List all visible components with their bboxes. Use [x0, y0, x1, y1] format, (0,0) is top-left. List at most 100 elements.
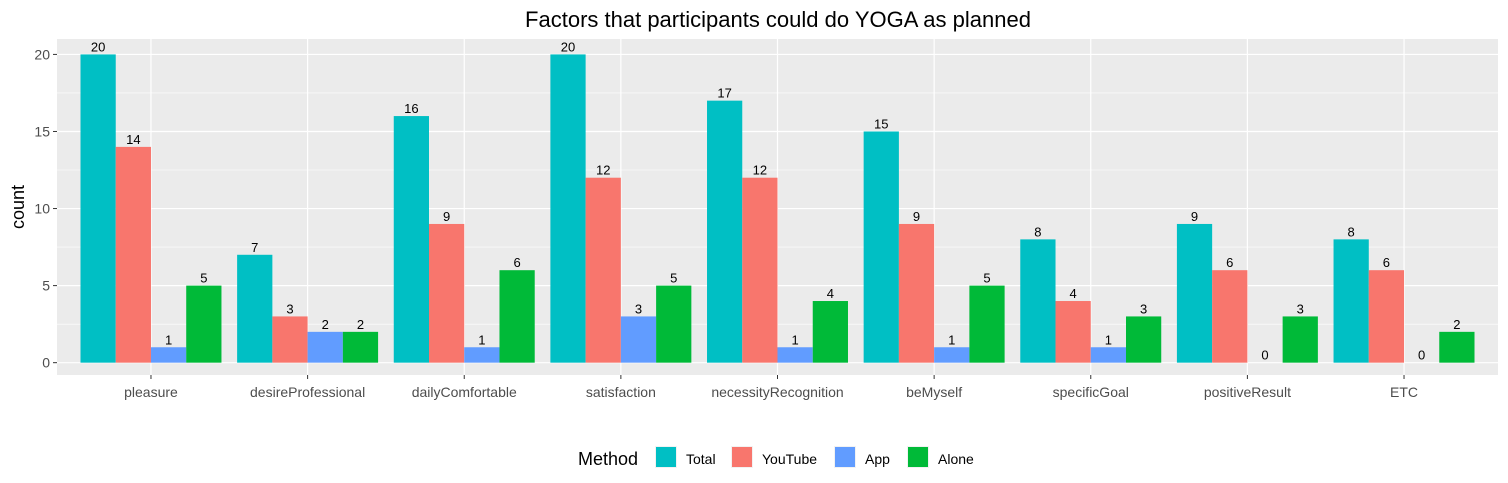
bar-total-dailyComfortable — [393, 116, 429, 363]
data-label: 7 — [251, 240, 258, 255]
data-label: 8 — [1034, 224, 1041, 239]
legend: Method Total YouTube App Alone — [578, 446, 974, 469]
data-label: 20 — [91, 39, 105, 54]
data-label: 1 — [948, 332, 955, 347]
data-label: 3 — [1140, 301, 1147, 316]
data-label: 15 — [874, 116, 888, 131]
bar-alone-desireProfessional — [342, 331, 379, 363]
data-label: 1 — [165, 332, 172, 347]
data-label: 1 — [1105, 332, 1112, 347]
bar-youtube-specificGoal — [1055, 301, 1091, 363]
x-tick-label: ETC — [1390, 384, 1418, 400]
y-tick-label: 10 — [34, 201, 50, 217]
x-tick-label: pleasure — [124, 384, 178, 400]
bar-app-satisfaction — [620, 316, 657, 363]
data-label: 5 — [200, 271, 207, 286]
data-label: 0 — [1418, 348, 1425, 363]
bar-youtube-beMyself — [898, 223, 935, 363]
chart-title: Factors that participants could do YOGA … — [525, 7, 1031, 32]
legend-label-youtube: YouTube — [762, 451, 817, 467]
bar-alone-satisfaction — [656, 285, 692, 363]
bar-app-pleasure — [150, 347, 187, 363]
y-axis: 0 5 10 15 20 — [34, 46, 57, 371]
bar-alone-specificGoal — [1126, 316, 1162, 363]
bar-total-desireProfessional — [237, 254, 273, 363]
data-label: 5 — [983, 271, 990, 286]
data-label: 12 — [753, 163, 767, 178]
bar-app-desireProfessional — [307, 331, 343, 363]
x-tick-label: desireProfessional — [250, 384, 365, 400]
x-tick-label: dailyComfortable — [412, 384, 517, 400]
x-tick-label: specificGoal — [1053, 384, 1129, 400]
data-label: 20 — [561, 39, 575, 54]
data-label: 3 — [286, 301, 293, 316]
legend-key-app — [835, 447, 855, 467]
x-tick-label: positiveResult — [1204, 384, 1291, 400]
y-tick-label: 20 — [34, 46, 50, 62]
data-label: 9 — [1191, 209, 1198, 224]
data-label: 4 — [827, 286, 834, 301]
x-tick-label: necessityRecognition — [711, 384, 843, 400]
data-label: 5 — [670, 271, 677, 286]
data-label: 1 — [792, 332, 799, 347]
bar-alone-necessityRecognition — [812, 301, 848, 363]
y-tick-label: 0 — [42, 355, 50, 371]
data-label: 6 — [513, 255, 520, 270]
data-label: 6 — [1383, 255, 1390, 270]
bar-youtube-pleasure — [115, 146, 151, 363]
data-label: 4 — [1070, 286, 1077, 301]
bar-total-ETC — [1333, 239, 1369, 363]
bar-total-pleasure — [80, 54, 116, 363]
data-label: 6 — [1226, 255, 1233, 270]
bar-youtube-necessityRecognition — [742, 177, 778, 363]
legend-key-alone — [908, 447, 928, 467]
data-label: 9 — [913, 209, 920, 224]
bars — [80, 54, 1475, 363]
bar-alone-dailyComfortable — [499, 270, 535, 363]
bar-alone-beMyself — [969, 285, 1005, 363]
bar-app-necessityRecognition — [777, 347, 813, 363]
data-label: 8 — [1348, 224, 1355, 239]
legend-key-total — [656, 447, 676, 467]
bar-alone-positiveResult — [1282, 316, 1318, 363]
y-tick-label: 5 — [42, 278, 50, 294]
data-label: 3 — [635, 301, 642, 316]
bar-app-specificGoal — [1090, 347, 1127, 363]
data-label: 14 — [126, 132, 140, 147]
y-tick-label: 15 — [34, 123, 50, 139]
bar-youtube-ETC — [1368, 270, 1405, 363]
x-tick-label: beMyself — [906, 384, 962, 400]
data-label: 2 — [322, 317, 329, 332]
bar-total-beMyself — [863, 131, 899, 363]
data-label: 2 — [1453, 317, 1460, 332]
data-label: 0 — [1261, 348, 1268, 363]
data-label: 3 — [1297, 301, 1304, 316]
bar-alone-pleasure — [186, 285, 222, 363]
x-axis: pleasure desireProfessional dailyComfortab… — [124, 375, 1418, 400]
bar-youtube-desireProfessional — [272, 316, 308, 363]
legend-label-alone: Alone — [938, 451, 974, 467]
bar-app-dailyComfortable — [464, 347, 500, 363]
bar-youtube-positiveResult — [1212, 270, 1248, 363]
data-label: 1 — [478, 332, 485, 347]
bar-app-beMyself — [934, 347, 970, 363]
data-label: 9 — [443, 209, 450, 224]
legend-key-youtube — [732, 447, 752, 467]
bar-youtube-dailyComfortable — [428, 223, 465, 363]
legend-title: Method — [578, 449, 638, 469]
bar-total-necessityRecognition — [707, 100, 743, 363]
x-tick-label: satisfaction — [586, 384, 656, 400]
data-label: 16 — [404, 101, 418, 116]
data-label: 2 — [357, 317, 364, 332]
legend-label-total: Total — [686, 451, 716, 467]
data-label: 12 — [596, 163, 610, 178]
bar-total-positiveResult — [1176, 223, 1213, 363]
legend-label-app: App — [865, 451, 890, 467]
bar-total-specificGoal — [1020, 239, 1056, 363]
bar-youtube-satisfaction — [585, 177, 621, 363]
bar-total-satisfaction — [550, 54, 586, 363]
bar-alone-ETC — [1439, 331, 1475, 363]
y-axis-label: count — [8, 185, 28, 229]
